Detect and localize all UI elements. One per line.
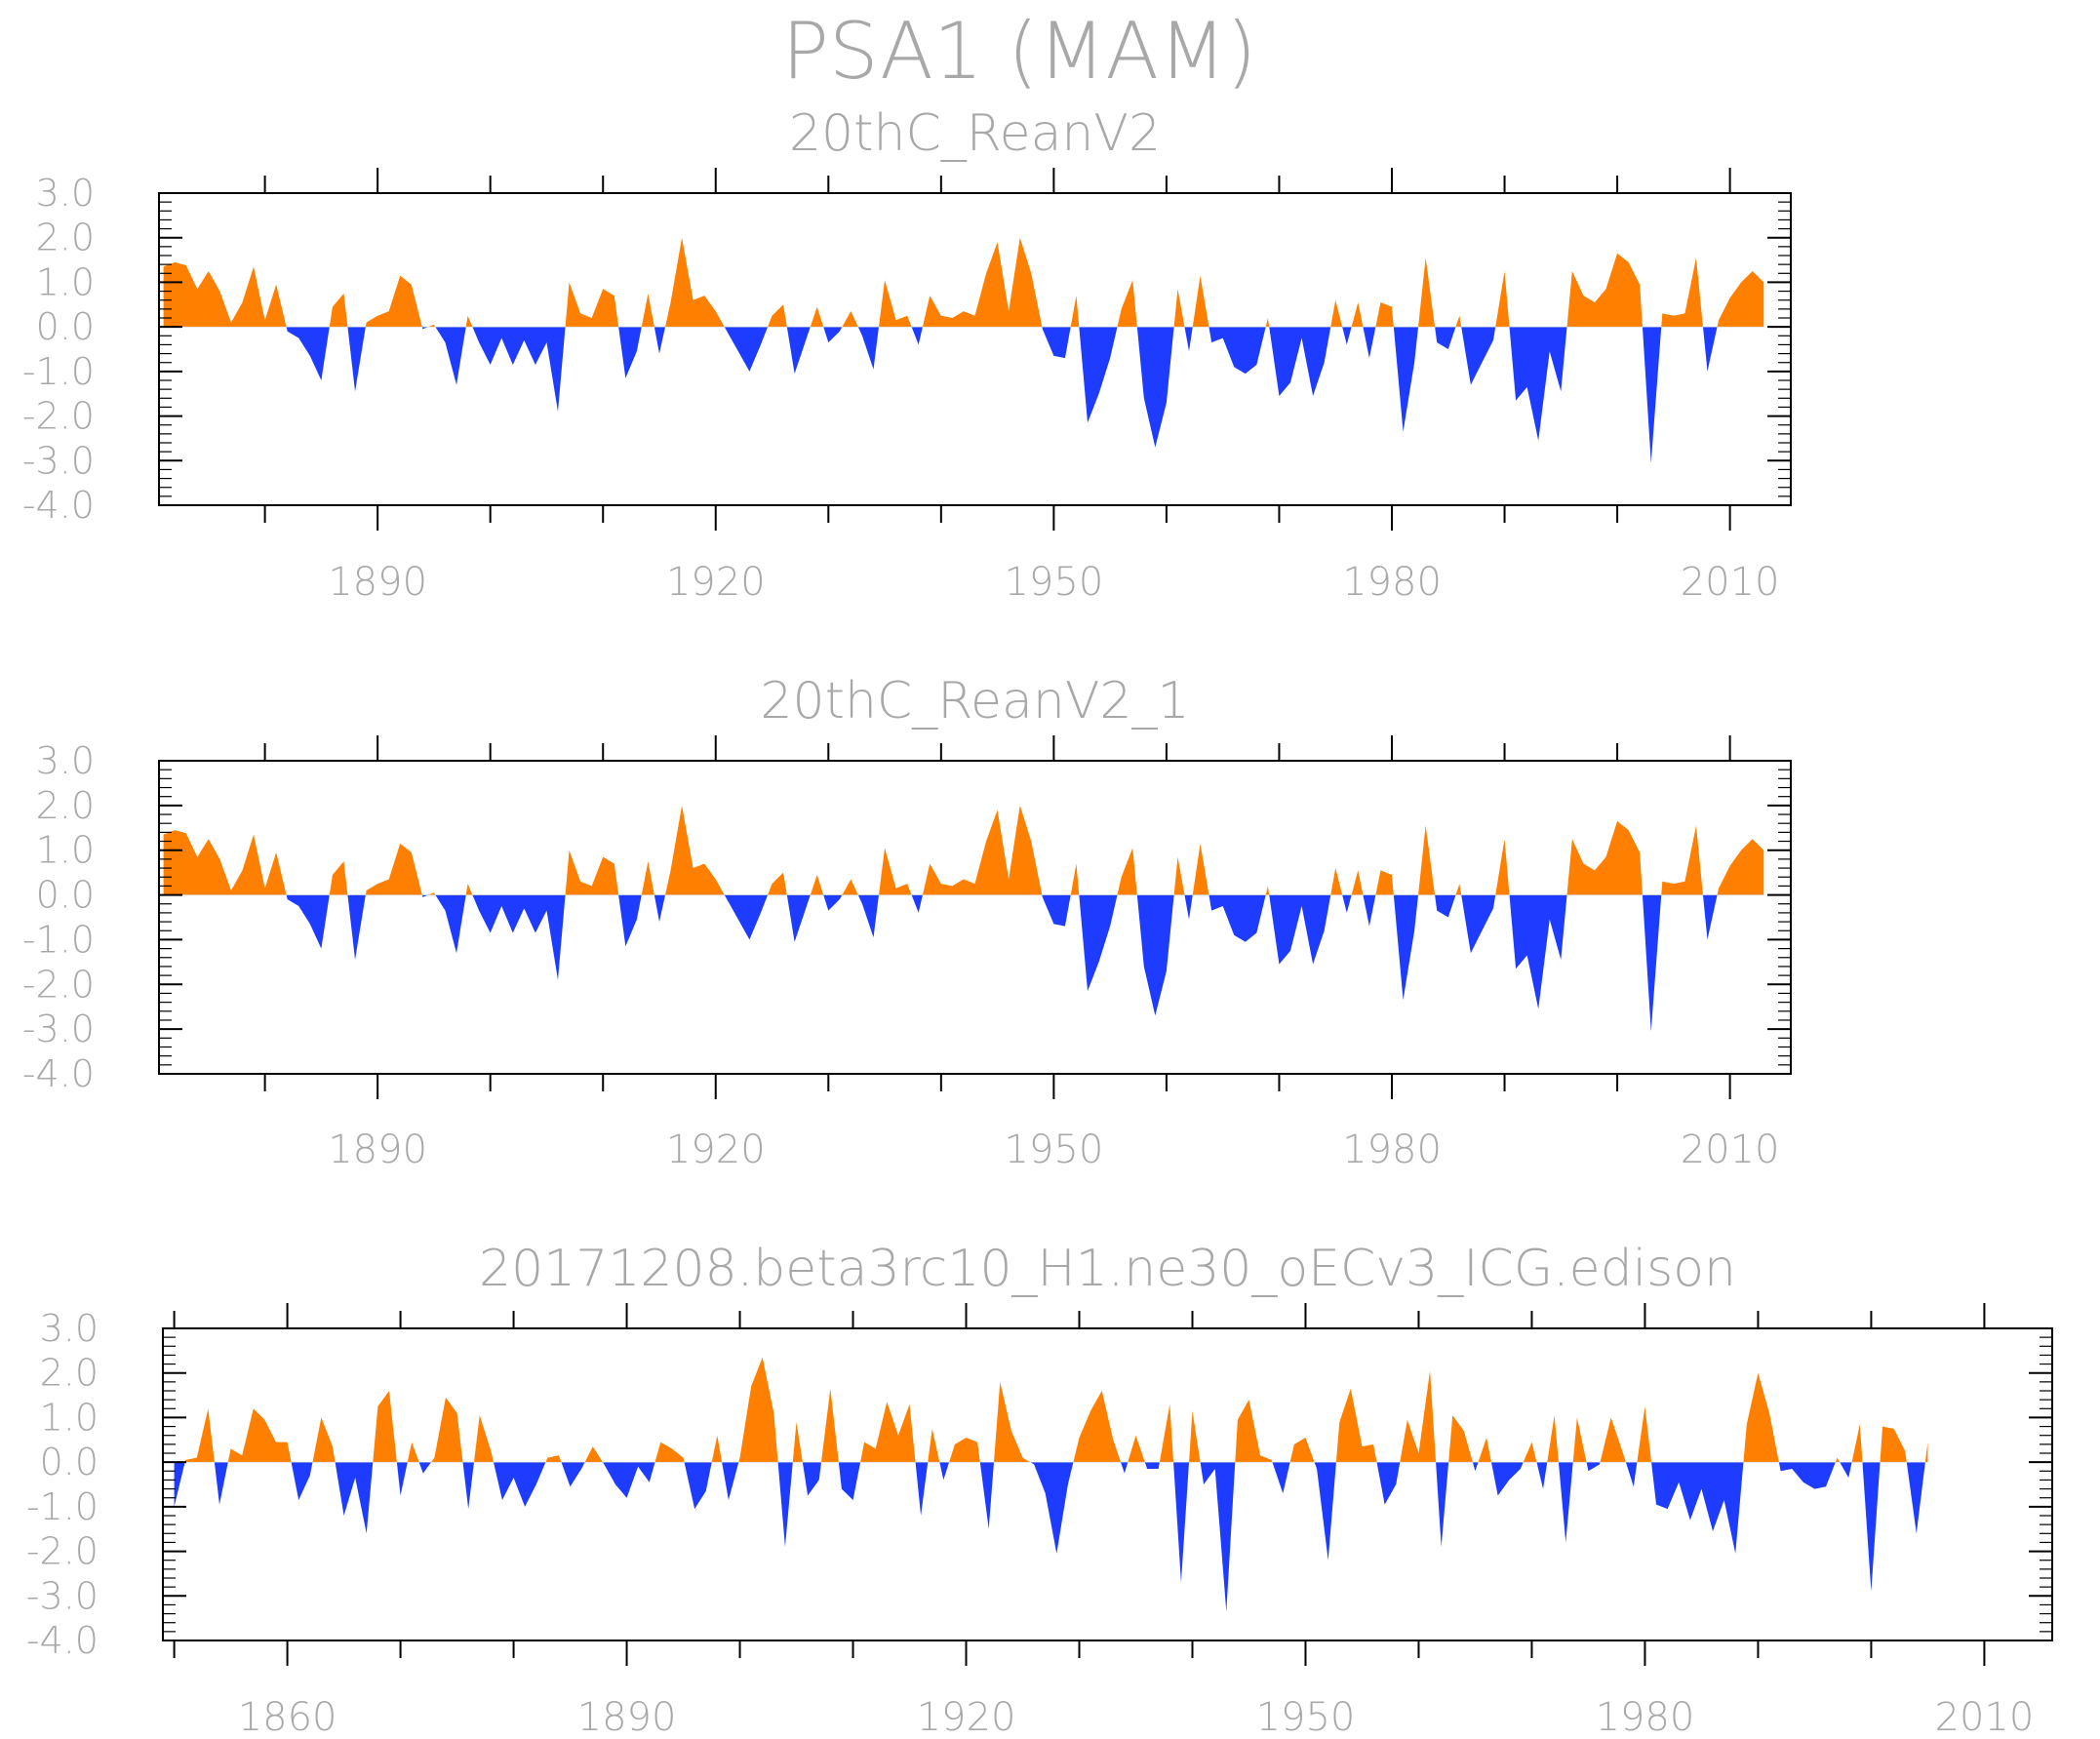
xtick-label: 1860 [238, 1695, 337, 1739]
panel-title: 20171208.beta3rc10_H1.ne30_oECv3_ICG.edi… [479, 1240, 1736, 1298]
ytick-label: 2.0 [36, 784, 95, 827]
ytick-label: -3.0 [26, 1574, 99, 1617]
ytick-label: 0.0 [36, 874, 95, 917]
ytick-label: 2.0 [40, 1352, 99, 1395]
xtick-label: 1980 [1342, 560, 1442, 605]
ytick-label: 3.0 [40, 1307, 99, 1350]
panels: 20thC_ReanV23.02.01.00.0-1.0-2.0-3.0-4.0… [22, 104, 2053, 1739]
plot-frame [162, 1327, 2053, 1641]
ytick-label: -1.0 [22, 918, 95, 961]
positive-area [163, 805, 1764, 895]
ytick-label: -1.0 [26, 1485, 99, 1528]
ytick-label: 1.0 [36, 829, 95, 872]
panel-1: 20thC_ReanV2 3.02.01.00.0-1.0-2.0-3.0-4.0… [22, 104, 1792, 605]
ytick-label: -4.0 [22, 1052, 95, 1095]
xtick-label: 1950 [1004, 1127, 1103, 1172]
plot-frame [158, 192, 1792, 506]
negative-area [163, 327, 1764, 463]
main-title: PSA1 (MAM) [782, 6, 1257, 97]
ytick-label: -2.0 [22, 395, 95, 438]
ytick-label: 3.0 [36, 172, 95, 215]
ytick-label: -1.0 [22, 350, 95, 393]
xtick-label: 1920 [917, 1695, 1016, 1739]
ytick-label: -3.0 [22, 439, 95, 482]
ytick-label: 1.0 [40, 1396, 99, 1439]
xtick-label: 1890 [328, 1127, 427, 1172]
xtick-label: 1890 [577, 1695, 677, 1739]
ytick-label: 3.0 [36, 739, 95, 782]
xtick-label: 2010 [1681, 1127, 1780, 1172]
panel-title: 20thC_ReanV2 [789, 104, 1161, 163]
xtick-label: 1950 [1256, 1695, 1356, 1739]
xtick-label: 1920 [666, 1127, 766, 1172]
positive-area [163, 237, 1764, 328]
ytick-label: 2.0 [36, 217, 95, 259]
xtick-label: 1890 [328, 560, 427, 605]
ytick-label: -2.0 [22, 963, 95, 1006]
panel-2: 20thC_ReanV2_1 3.02.01.00.0-1.0-2.0-3.0-4… [22, 672, 1792, 1172]
negative-area [163, 894, 1764, 1032]
ytick-label: 0.0 [40, 1441, 99, 1483]
positive-area [174, 1357, 1928, 1463]
ytick-label: -4.0 [22, 484, 95, 527]
xtick-label: 2010 [1935, 1695, 2035, 1739]
ytick-label: -2.0 [26, 1530, 99, 1573]
xtick-label: 1950 [1004, 560, 1103, 605]
panel-3: 20171208.beta3rc10_H1.ne30_oECv3_ICG.edi… [26, 1240, 2053, 1739]
xtick-label: 1980 [1596, 1695, 1695, 1739]
ytick-label: -4.0 [26, 1619, 99, 1662]
negative-area [174, 1462, 1928, 1612]
ytick-label: -3.0 [22, 1008, 95, 1050]
xtick-label: 1980 [1342, 1127, 1442, 1172]
panel-title: 20thC_ReanV2_1 [760, 672, 1189, 731]
plot-frame [158, 760, 1792, 1075]
ytick-label: 1.0 [36, 260, 95, 303]
xtick-label: 1920 [666, 560, 766, 605]
ytick-label: 0.0 [36, 305, 95, 348]
xtick-label: 2010 [1681, 560, 1780, 605]
